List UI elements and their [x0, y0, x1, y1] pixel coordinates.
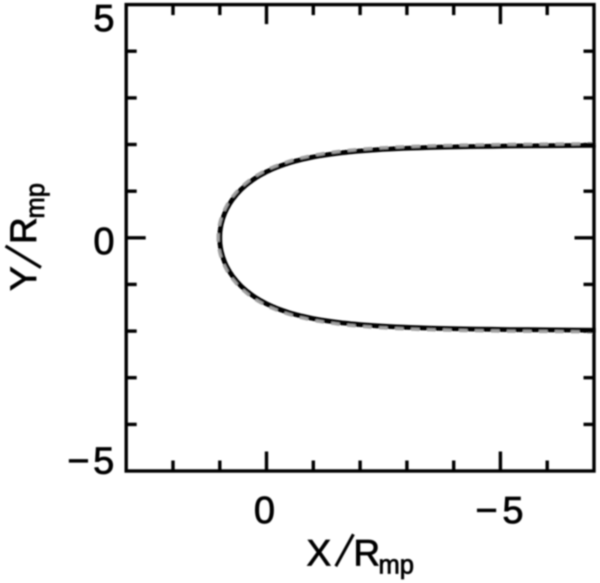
svg-text:5: 5 [502, 490, 523, 532]
svg-text:mp: mp [379, 551, 414, 579]
svg-text:5: 5 [93, 441, 114, 483]
svg-text:R: R [3, 217, 44, 244]
svg-text:mp: mp [22, 183, 50, 218]
svg-text:−: − [67, 441, 89, 483]
svg-text:0: 0 [93, 221, 114, 263]
svg-text:X: X [307, 532, 332, 573]
svg-text:−: − [475, 490, 497, 532]
svg-text:5: 5 [93, 0, 114, 40]
svg-text:R: R [353, 532, 380, 573]
svg-text:Y: Y [3, 266, 44, 291]
svg-text:0: 0 [254, 490, 275, 532]
